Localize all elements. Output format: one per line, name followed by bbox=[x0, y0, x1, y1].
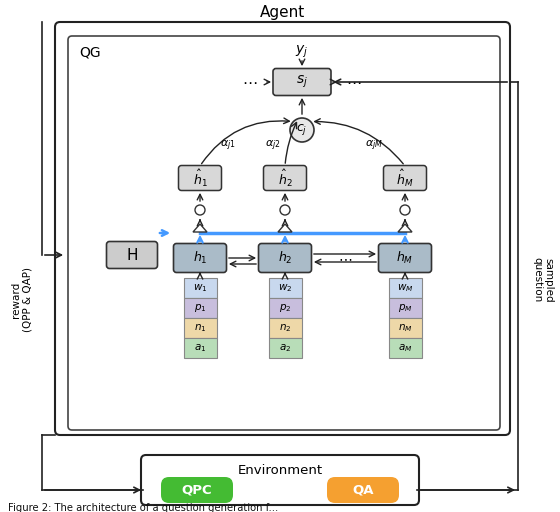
Text: QA: QA bbox=[352, 483, 374, 497]
Polygon shape bbox=[398, 224, 412, 232]
Text: $\cdots$: $\cdots$ bbox=[242, 75, 258, 90]
Circle shape bbox=[400, 205, 410, 215]
Text: $\hat{h}_M$: $\hat{h}_M$ bbox=[396, 167, 414, 188]
FancyBboxPatch shape bbox=[161, 477, 233, 503]
FancyBboxPatch shape bbox=[259, 244, 311, 272]
Bar bbox=[389, 338, 422, 358]
Text: QPC: QPC bbox=[181, 483, 212, 497]
Text: Agent: Agent bbox=[260, 5, 305, 19]
Text: Environment: Environment bbox=[237, 463, 323, 477]
Text: $c_j$: $c_j$ bbox=[296, 122, 307, 138]
FancyBboxPatch shape bbox=[264, 165, 306, 190]
Text: H: H bbox=[126, 247, 138, 263]
Text: $p_M$: $p_M$ bbox=[398, 302, 412, 314]
Text: $h_M$: $h_M$ bbox=[396, 250, 414, 266]
Text: $a_2$: $a_2$ bbox=[279, 342, 291, 354]
Text: $y_j$: $y_j$ bbox=[295, 44, 309, 60]
Text: reward
(QPP & QAP): reward (QPP & QAP) bbox=[11, 267, 33, 332]
Text: $h_2$: $h_2$ bbox=[278, 250, 292, 266]
Text: $\alpha_{j2}$: $\alpha_{j2}$ bbox=[265, 139, 281, 153]
FancyBboxPatch shape bbox=[327, 477, 399, 503]
Text: $\hat{h}_1$: $\hat{h}_1$ bbox=[193, 167, 207, 188]
Text: $n_M$: $n_M$ bbox=[398, 322, 412, 334]
FancyBboxPatch shape bbox=[174, 244, 226, 272]
Text: $n_2$: $n_2$ bbox=[279, 322, 291, 334]
FancyBboxPatch shape bbox=[55, 22, 510, 435]
Bar bbox=[268, 318, 301, 338]
FancyBboxPatch shape bbox=[106, 242, 157, 268]
Text: $\cdots$: $\cdots$ bbox=[338, 251, 352, 265]
Text: QG: QG bbox=[79, 45, 101, 59]
Polygon shape bbox=[278, 224, 292, 232]
Bar bbox=[268, 338, 301, 358]
Text: $a_1$: $a_1$ bbox=[194, 342, 206, 354]
Text: $w_M$: $w_M$ bbox=[396, 282, 413, 294]
Text: $\alpha_{jM}$: $\alpha_{jM}$ bbox=[365, 139, 383, 153]
FancyBboxPatch shape bbox=[379, 244, 432, 272]
Text: $w_1$: $w_1$ bbox=[193, 282, 207, 294]
Text: $s_j$: $s_j$ bbox=[296, 74, 308, 90]
FancyBboxPatch shape bbox=[273, 69, 331, 96]
Bar bbox=[184, 278, 217, 298]
Text: Figure 2: The architecture of a question generation f...: Figure 2: The architecture of a question… bbox=[8, 503, 278, 512]
Bar bbox=[184, 318, 217, 338]
Circle shape bbox=[290, 118, 314, 142]
Bar bbox=[268, 298, 301, 318]
Bar bbox=[389, 318, 422, 338]
Text: sampled
question: sampled question bbox=[532, 258, 554, 303]
Circle shape bbox=[280, 205, 290, 215]
Bar bbox=[184, 338, 217, 358]
Text: $p_2$: $p_2$ bbox=[279, 302, 291, 314]
Text: $a_M$: $a_M$ bbox=[398, 342, 412, 354]
Text: $\hat{h}_2$: $\hat{h}_2$ bbox=[278, 167, 292, 188]
Bar bbox=[268, 278, 301, 298]
FancyBboxPatch shape bbox=[68, 36, 500, 430]
Polygon shape bbox=[193, 224, 207, 232]
Circle shape bbox=[195, 205, 205, 215]
FancyBboxPatch shape bbox=[384, 165, 427, 190]
Text: $h_1$: $h_1$ bbox=[193, 250, 207, 266]
FancyBboxPatch shape bbox=[179, 165, 222, 190]
Text: $p_1$: $p_1$ bbox=[194, 302, 206, 314]
FancyBboxPatch shape bbox=[141, 455, 419, 505]
Bar bbox=[389, 298, 422, 318]
Bar bbox=[389, 278, 422, 298]
Text: $\alpha_{j1}$: $\alpha_{j1}$ bbox=[220, 139, 236, 153]
Text: $\cdots$: $\cdots$ bbox=[346, 75, 362, 90]
Bar bbox=[184, 298, 217, 318]
Text: $n_1$: $n_1$ bbox=[194, 322, 206, 334]
Text: $w_2$: $w_2$ bbox=[278, 282, 292, 294]
